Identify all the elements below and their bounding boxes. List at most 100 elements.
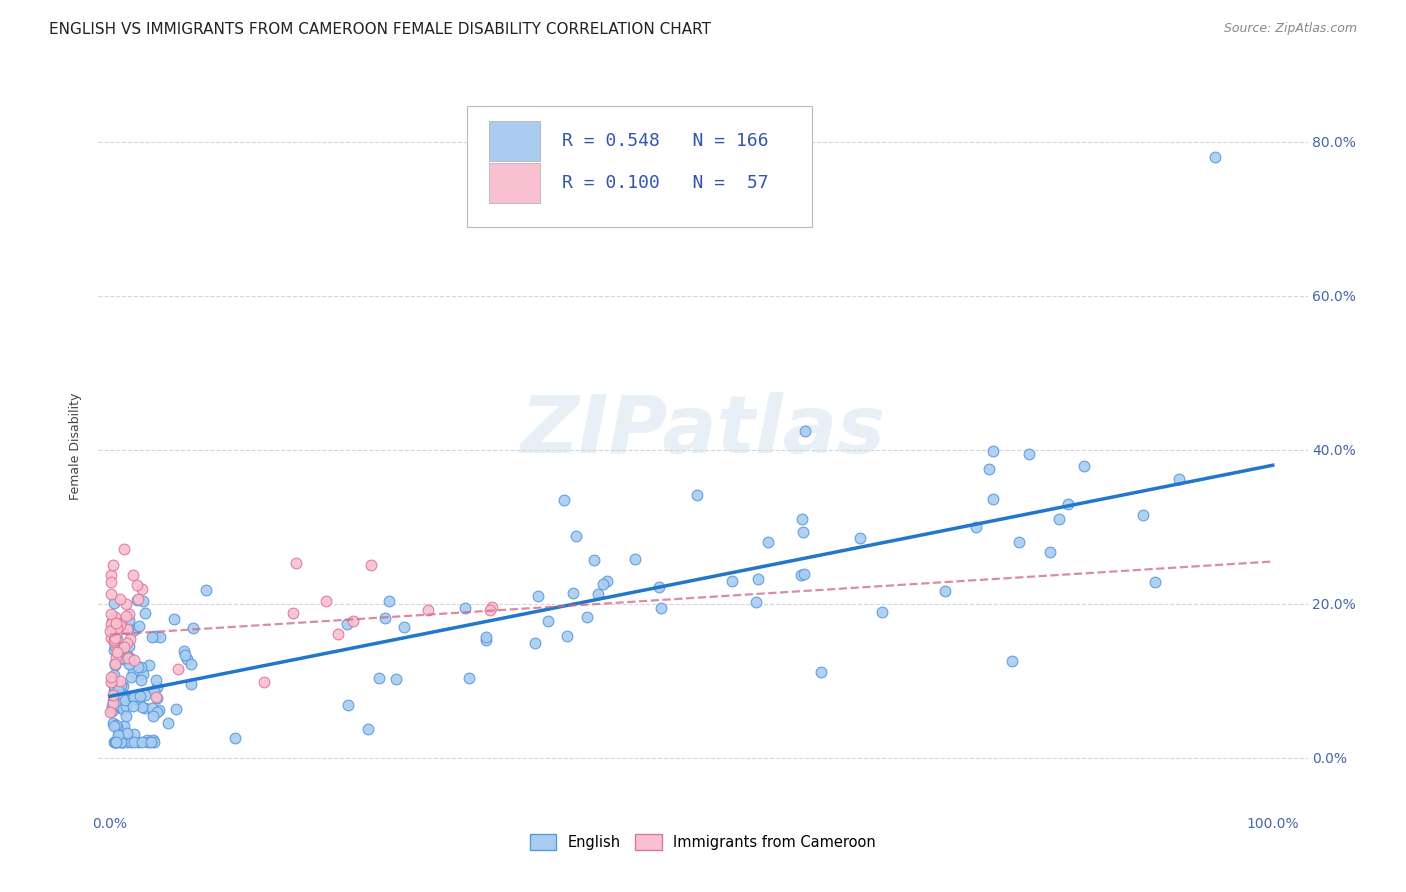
Point xyxy=(143,684,166,698)
Point xyxy=(114,648,136,663)
Point xyxy=(122,698,145,713)
Point xyxy=(101,558,124,572)
Point xyxy=(416,603,439,617)
Point xyxy=(1057,497,1080,511)
Point xyxy=(100,674,122,689)
Point xyxy=(756,535,779,549)
Text: R = 0.100   N =  57: R = 0.100 N = 57 xyxy=(561,174,768,192)
Point xyxy=(117,622,139,636)
Point xyxy=(115,725,138,739)
Point xyxy=(131,700,153,714)
Point xyxy=(583,553,606,567)
Point xyxy=(105,645,128,659)
Point xyxy=(115,636,138,650)
Point xyxy=(810,665,832,679)
Point xyxy=(115,648,138,662)
Point xyxy=(141,701,163,715)
Point xyxy=(745,595,768,609)
Point xyxy=(112,640,135,654)
Point xyxy=(104,735,127,749)
Point xyxy=(134,700,156,714)
Point xyxy=(983,491,1005,506)
Point xyxy=(117,657,139,671)
Point xyxy=(104,639,127,653)
Point xyxy=(555,629,578,643)
Point xyxy=(104,657,127,671)
Point xyxy=(145,705,167,719)
Point xyxy=(378,593,401,607)
Point xyxy=(108,673,131,688)
Point xyxy=(1073,458,1095,473)
Point xyxy=(983,444,1005,458)
Point xyxy=(167,662,190,676)
Point xyxy=(103,678,125,692)
Text: Source: ZipAtlas.com: Source: ZipAtlas.com xyxy=(1223,22,1357,36)
Point xyxy=(100,670,122,684)
Point xyxy=(118,632,141,646)
Point xyxy=(1018,447,1040,461)
Point xyxy=(111,735,134,749)
Point xyxy=(165,702,187,716)
Point xyxy=(107,683,129,698)
Point xyxy=(103,684,125,698)
Point xyxy=(128,619,150,633)
Point xyxy=(124,690,146,705)
Point xyxy=(523,636,546,650)
Point xyxy=(789,568,811,582)
Point xyxy=(120,735,142,749)
Point xyxy=(1132,508,1154,522)
Point xyxy=(103,629,125,643)
Point xyxy=(173,644,195,658)
Point xyxy=(107,644,129,658)
Point xyxy=(105,621,128,635)
Point xyxy=(98,624,121,638)
Point xyxy=(108,618,131,632)
Point xyxy=(103,657,125,671)
Point xyxy=(336,617,359,632)
Point xyxy=(1007,535,1029,549)
Point xyxy=(479,603,502,617)
Point xyxy=(111,650,134,665)
Point xyxy=(392,620,415,634)
Point xyxy=(105,615,128,630)
Point xyxy=(537,614,560,628)
Point xyxy=(1039,545,1062,559)
Point xyxy=(131,582,153,596)
Point xyxy=(1001,654,1024,668)
Point xyxy=(253,674,276,689)
Point xyxy=(110,701,132,715)
Point xyxy=(145,673,167,687)
Point xyxy=(111,687,134,701)
Point xyxy=(125,692,148,706)
Point xyxy=(650,601,672,615)
Point xyxy=(112,652,135,666)
Point xyxy=(103,679,125,693)
Point xyxy=(103,633,125,648)
FancyBboxPatch shape xyxy=(467,106,811,227)
Point xyxy=(849,531,872,545)
Point xyxy=(721,574,744,589)
Point xyxy=(125,592,148,607)
Point xyxy=(104,718,127,732)
Point xyxy=(965,520,987,534)
Point xyxy=(142,709,165,723)
Point xyxy=(180,676,202,690)
Point xyxy=(103,735,125,749)
Point xyxy=(104,735,127,749)
Point xyxy=(107,679,129,693)
Point xyxy=(792,512,814,526)
Point xyxy=(100,568,122,582)
Point xyxy=(105,647,128,661)
Point xyxy=(100,607,122,622)
Point xyxy=(115,709,138,723)
Legend: English, Immigrants from Cameroon: English, Immigrants from Cameroon xyxy=(524,828,882,855)
Point xyxy=(114,598,136,612)
Point xyxy=(110,651,132,665)
Point xyxy=(162,612,184,626)
Point xyxy=(120,669,142,683)
Text: R = 0.548   N = 166: R = 0.548 N = 166 xyxy=(561,132,768,150)
Point xyxy=(342,614,364,628)
Point xyxy=(793,566,815,581)
Point xyxy=(138,658,160,673)
Point xyxy=(103,697,125,711)
